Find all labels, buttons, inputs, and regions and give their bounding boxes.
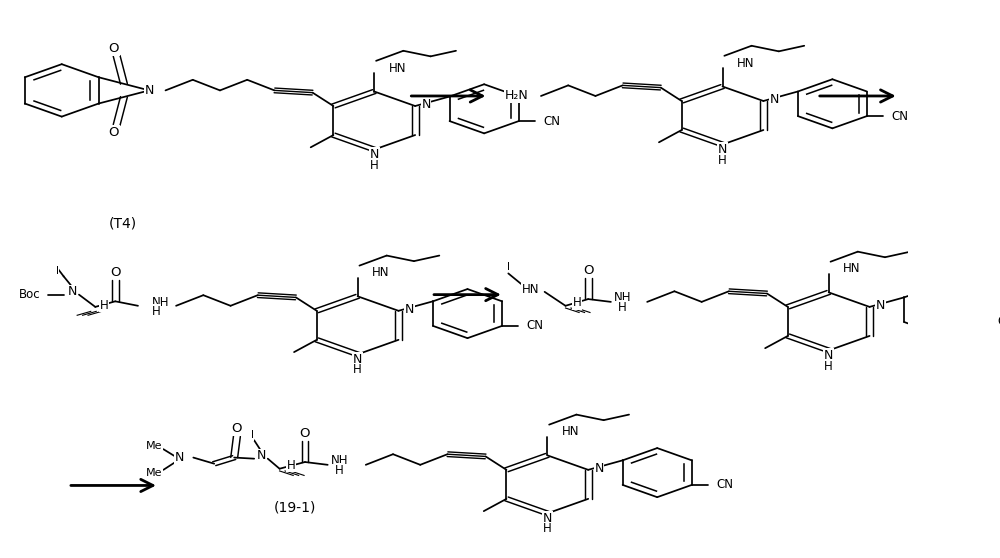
Text: Boc: Boc <box>19 288 41 301</box>
Text: Me: Me <box>146 468 163 478</box>
Text: N: N <box>594 462 604 475</box>
Text: N: N <box>68 285 77 299</box>
Text: H: H <box>287 459 296 472</box>
Text: O: O <box>583 263 593 277</box>
Text: NH: NH <box>614 291 631 305</box>
Text: (19-1): (19-1) <box>274 501 316 515</box>
Text: O: O <box>300 426 310 440</box>
Text: H: H <box>370 158 379 172</box>
Text: N: N <box>175 451 184 464</box>
Text: H: H <box>353 363 362 377</box>
Text: O: O <box>109 42 119 55</box>
Text: H: H <box>824 359 833 373</box>
Text: CN: CN <box>891 109 908 123</box>
Text: NH: NH <box>152 296 169 310</box>
Text: N: N <box>543 512 552 525</box>
Text: Me: Me <box>146 441 163 451</box>
Text: O: O <box>110 266 121 279</box>
Text: H: H <box>543 522 552 536</box>
Text: l: l <box>56 266 59 276</box>
Text: l: l <box>507 262 510 272</box>
Text: N: N <box>370 148 379 161</box>
Text: N: N <box>144 84 154 97</box>
Text: H: H <box>100 299 109 312</box>
Text: H: H <box>152 305 160 318</box>
Text: N: N <box>824 349 833 362</box>
Text: CN: CN <box>716 478 733 492</box>
Text: H: H <box>573 296 582 309</box>
Text: N: N <box>770 93 779 107</box>
Text: H₂N: H₂N <box>505 89 528 103</box>
Text: N: N <box>257 449 266 463</box>
Text: HN: HN <box>522 282 539 296</box>
Text: CN: CN <box>997 315 1000 329</box>
Text: H: H <box>335 464 344 477</box>
Text: CN: CN <box>543 114 560 128</box>
Text: HN: HN <box>372 266 390 280</box>
Text: N: N <box>718 143 727 156</box>
Text: O: O <box>109 126 119 138</box>
Text: H: H <box>718 153 727 167</box>
Text: HN: HN <box>389 61 406 75</box>
Text: N: N <box>405 303 414 316</box>
Text: H: H <box>618 301 627 314</box>
Text: NH: NH <box>331 454 348 468</box>
Text: l: l <box>251 430 254 440</box>
Text: CN: CN <box>526 319 543 333</box>
Text: (T4): (T4) <box>108 216 137 230</box>
Text: N: N <box>421 98 431 112</box>
Text: HN: HN <box>737 56 755 70</box>
Text: HN: HN <box>843 262 861 276</box>
Text: HN: HN <box>562 425 579 439</box>
Text: N: N <box>876 299 885 312</box>
Text: O: O <box>232 422 242 435</box>
Text: N: N <box>353 353 362 366</box>
